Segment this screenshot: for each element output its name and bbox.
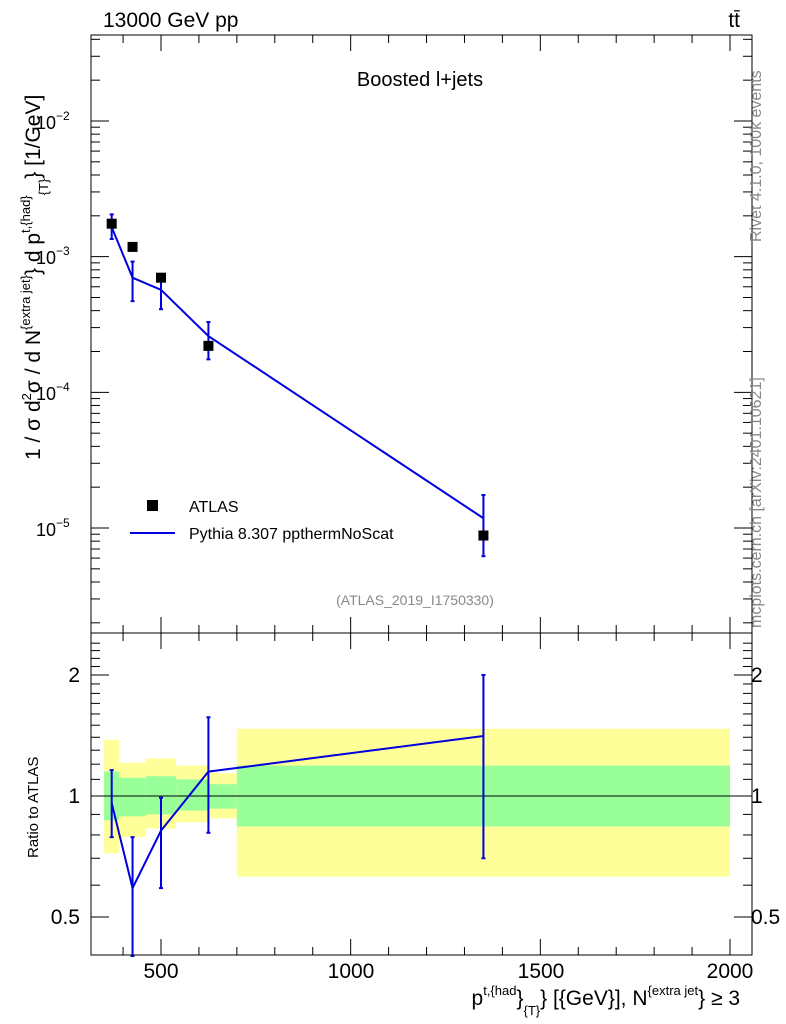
main-y-tick-labels: 10−2 10−3 10−4 10−5 bbox=[36, 109, 70, 540]
rivet-info: Rivet 4.1.0, 100k events bbox=[748, 70, 765, 242]
ratio-uncertainty-bands bbox=[104, 728, 730, 877]
analysis-id: (ATLAS_2019_I1750330) bbox=[336, 592, 494, 608]
y-tick-label-1e-3: 10−3 bbox=[36, 244, 70, 268]
x-tick-label-1000: 1000 bbox=[328, 960, 375, 983]
energy-label: 13000 GeV pp bbox=[103, 9, 238, 32]
data-point-4 bbox=[478, 530, 489, 541]
main-plot-frame bbox=[90, 34, 753, 634]
ratio-plot-frame bbox=[90, 632, 753, 956]
ratio-tick-label-right-1: 1 bbox=[751, 785, 763, 808]
mc-series-ratio bbox=[109, 674, 486, 957]
legend-data-label: ATLAS bbox=[189, 499, 239, 516]
ratio-y-tick-labels: 2 1 0.5 2 1 0.5 bbox=[51, 664, 780, 929]
plot-label: Boosted l+jets bbox=[357, 69, 483, 91]
legend: ATLAS Pythia 8.307 ppthermNoScat bbox=[130, 499, 394, 543]
x-tick-label-2000: 2000 bbox=[707, 960, 754, 983]
y-tick-label-1e-4: 10−4 bbox=[36, 380, 70, 404]
y-tick-label-1e-5: 10−5 bbox=[36, 516, 70, 540]
ratio-y-axis-label: Ratio to ATLAS bbox=[25, 757, 42, 858]
mc-series-main bbox=[109, 213, 486, 558]
x-tick-label-500: 500 bbox=[143, 960, 178, 983]
axis-ticks bbox=[91, 35, 752, 955]
main-y-axis-label: 1 / σ d2σ / d N{extra jet}} d pt,{had}{T… bbox=[18, 95, 51, 460]
legend-data-marker bbox=[147, 500, 158, 511]
data-point-1 bbox=[127, 241, 138, 252]
process-label: tt̄ bbox=[728, 9, 740, 32]
ratio-tick-label-left-2: 2 bbox=[68, 664, 80, 687]
mcplots-info: mcplots.cern.ch [arXiv:2401.10621] bbox=[748, 377, 765, 628]
band-inner-1 bbox=[119, 777, 146, 817]
ratio-tick-label-right-05: 0.5 bbox=[751, 906, 780, 929]
data-point-2 bbox=[156, 272, 166, 283]
data-point-0 bbox=[106, 218, 117, 229]
data-point-3 bbox=[203, 340, 214, 351]
x-tick-label-1500: 1500 bbox=[518, 960, 565, 983]
x-axis-label: pt,{had}{T}} [{GeV}], N{extra jet} ≥ 3 bbox=[472, 983, 740, 1018]
ratio-tick-label-right-2: 2 bbox=[751, 664, 763, 687]
legend-mc-label: Pythia 8.307 ppthermNoScat bbox=[189, 526, 394, 543]
data-series-main bbox=[106, 218, 489, 541]
x-tick-labels: 500 1000 1500 2000 bbox=[143, 960, 753, 983]
ratio-tick-label-left-05: 0.5 bbox=[51, 906, 80, 929]
ratio-tick-label-left-1: 1 bbox=[68, 785, 80, 808]
y-tick-label-1e-2: 10−2 bbox=[36, 109, 70, 133]
mc-main-line bbox=[110, 226, 484, 520]
